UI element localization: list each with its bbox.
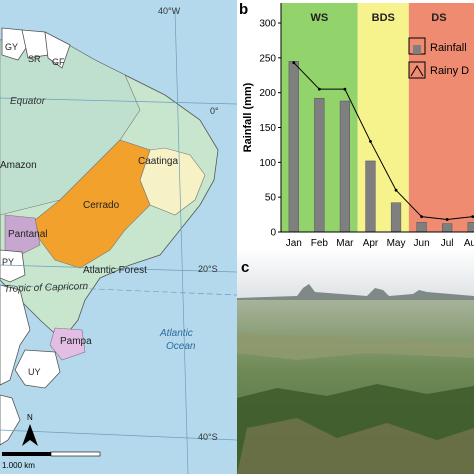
x-tick-label: Feb (311, 238, 329, 248)
longitude-label: 40°W (158, 6, 181, 16)
country-uy (14, 349, 61, 389)
country-gf-label: GF (52, 57, 65, 67)
rainfall-chart: WS BDS DS 0 50 100 150 200 250 300 Rainfall (mm) J… (239, 1, 474, 248)
north-arrow-icon (22, 424, 38, 446)
season-band-ds (408, 3, 474, 232)
rainfall-bar (365, 160, 376, 233)
season-label-ds: DS (431, 12, 446, 24)
season-label-ws: WS (310, 12, 328, 24)
country-py (0, 249, 26, 283)
tropic-line (0, 284, 237, 296)
legend-rainy-swatch (410, 65, 424, 77)
legend-rainy-box (408, 61, 426, 79)
season-label-bds: BDS (372, 12, 395, 24)
country-uy-label: UY (28, 367, 41, 377)
legend-rainfall-swatch (413, 45, 421, 54)
scale-label: 1.000 km (2, 461, 35, 470)
x-tick-label: May (387, 238, 406, 248)
legend-rainfall-label: Rainfall (430, 42, 467, 54)
rainy-days-point (394, 188, 398, 192)
country-py-label: PY (2, 257, 14, 267)
meridian-40w (174, 9, 189, 474)
x-tick-label: Apr (363, 238, 379, 248)
caatinga-label: Caatinga (138, 156, 178, 167)
panel-b-label: b (239, 1, 248, 18)
rainy-days-point (343, 87, 347, 91)
ocean-label-1: Atlantic (159, 328, 193, 339)
north-label: N (27, 413, 33, 422)
rainy-days-point (292, 61, 296, 65)
rainy-days-point (471, 215, 474, 219)
equator-line (0, 97, 237, 105)
pampa-label: Pampa (60, 336, 92, 347)
rainfall-bar (390, 202, 402, 233)
y-tick-label: 150 (259, 123, 276, 134)
country-south-tip (0, 394, 21, 446)
country-south (0, 284, 31, 386)
rainfall-bar (442, 223, 453, 233)
y-axis-label: Rainfall (mm) (242, 82, 254, 152)
scale-bar-half (50, 451, 101, 457)
country-gy (1, 27, 29, 61)
rainy-days-point (369, 140, 372, 143)
season-band-bds (357, 3, 409, 232)
amazon-label: Amazon (0, 160, 37, 171)
x-tick-label: Jan (286, 238, 302, 248)
ocean-label-2: Ocean (166, 341, 196, 352)
x-tick-label: Jun (414, 238, 430, 248)
y-tick-label: 250 (259, 53, 276, 64)
photo-sky (237, 248, 474, 298)
rainfall-bar (467, 221, 474, 233)
country-sr-label: SR (28, 54, 41, 64)
country-gf (44, 31, 71, 69)
photo-clearing (237, 333, 474, 360)
lat-20-label: 20°S (198, 264, 218, 274)
y-tick-label: 100 (259, 158, 276, 169)
country-gy-label: GY (5, 42, 18, 52)
atlantic-forest-label: Atlantic Forest (83, 265, 147, 276)
parallel-40s (0, 429, 237, 441)
rainfall-bar (314, 97, 325, 233)
rainy-days-point (420, 215, 423, 219)
y-tick-label: 0 (270, 228, 276, 239)
rainfall-bar (288, 61, 299, 233)
photo-shrubs (237, 418, 474, 474)
x-tick-label: Mar (336, 238, 354, 248)
pampa-region (49, 327, 86, 361)
rainfall-bar (339, 100, 351, 233)
equator-label: Equator (10, 96, 46, 107)
parallel-20s (0, 264, 237, 273)
x-tick-label: Jul (441, 238, 454, 248)
x-tick-label: Aug (464, 238, 474, 248)
y-tick-label: 200 (259, 88, 276, 99)
tropic-label: Tropic of Capricorn (4, 281, 89, 295)
lat-0-label: 0° (210, 106, 219, 116)
panel-c-label: c (241, 259, 249, 276)
pantanal-label: Pantanal (8, 229, 47, 240)
cerrado-region (34, 139, 151, 269)
pantanal-region (4, 214, 41, 256)
map-panel: 40°W Equator 0° 20°S Tropic of Capricorn… (0, 0, 237, 474)
landscape-photo: c (237, 248, 474, 474)
rainy-days-line (293, 62, 473, 220)
y-tick-label: 50 (265, 193, 277, 204)
rainy-days-point (317, 87, 321, 91)
y-tick-label: 300 (259, 19, 276, 30)
lat-40-label: 40°S (198, 432, 218, 442)
cerrado-label: Cerrado (83, 200, 120, 211)
rainfall-bar (416, 221, 427, 233)
legend-rainy-label: Rainy D (430, 65, 469, 77)
rainy-days-point (445, 218, 449, 221)
photo-mountains (237, 284, 474, 303)
